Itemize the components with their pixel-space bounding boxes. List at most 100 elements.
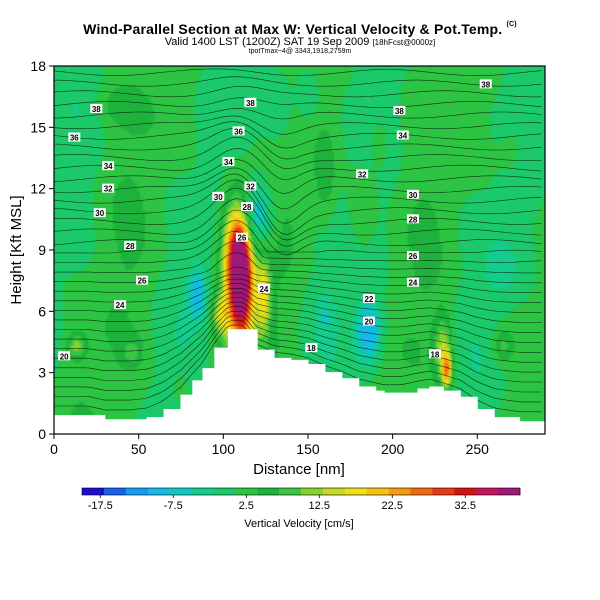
isentrope-line bbox=[54, 301, 542, 363]
colorbar-swatch bbox=[388, 488, 411, 495]
isentrope-line bbox=[54, 127, 542, 160]
isentrope-line bbox=[54, 240, 542, 274]
isentrope-line bbox=[54, 173, 542, 224]
isentrope-label-bg bbox=[393, 105, 406, 115]
colorbar-swatch bbox=[410, 488, 433, 495]
isentrope-label-text: 34 bbox=[104, 162, 113, 171]
isentrope-label: 38 bbox=[90, 103, 103, 114]
isentrope-label: 38 bbox=[244, 97, 257, 108]
isentrope-line bbox=[54, 220, 542, 254]
isentrope-label: 18 bbox=[428, 349, 441, 359]
isentrope-label-bg bbox=[222, 157, 235, 167]
isentrope-label-bg bbox=[68, 132, 81, 142]
isentrope-label: 22 bbox=[362, 294, 375, 304]
isentrope-label: 24 bbox=[406, 277, 419, 288]
isentrope-label: 20 bbox=[362, 316, 375, 327]
chart-info-line: tpotTmax~4@ 3343,1918,2759m bbox=[248, 48, 352, 55]
isentrope-label-text: 24 bbox=[259, 285, 268, 294]
colorbar-tick-label: -7.5 bbox=[164, 500, 183, 512]
isentrope-label-bg bbox=[90, 103, 103, 113]
isentrope-label: 30 bbox=[406, 189, 419, 200]
colorbar-swatch bbox=[301, 488, 324, 495]
isentrope-label: 26 bbox=[235, 232, 248, 243]
isentrope-label: 32 bbox=[356, 169, 369, 179]
isentrope-label: 34 bbox=[102, 161, 115, 171]
isentrope-label-text: 38 bbox=[92, 105, 101, 114]
y-tick-label: 0 bbox=[38, 426, 46, 442]
colorbar-swatch bbox=[257, 488, 280, 495]
isentrope-label: 30 bbox=[212, 191, 225, 202]
isentrope-line bbox=[54, 230, 542, 264]
isentrope-label-text: 26 bbox=[138, 277, 147, 286]
isentrope-label-text: 36 bbox=[70, 134, 79, 143]
isentrope-label-bg bbox=[406, 214, 419, 224]
isentrope-label: 34 bbox=[222, 157, 235, 167]
isentrope-line bbox=[54, 278, 542, 313]
y-tick-label: 3 bbox=[38, 365, 46, 381]
isentrope-label-text: 24 bbox=[408, 279, 417, 288]
isentrope-label: 28 bbox=[406, 214, 419, 224]
isentrope-label: 38 bbox=[393, 105, 406, 116]
chart-subtitle-text: Valid 1400 LST (1200Z) SAT 19 Sep 2009 bbox=[164, 36, 370, 48]
isentrope-label: 26 bbox=[406, 251, 419, 261]
isentrope-label-bg bbox=[58, 351, 71, 361]
isentrope-line bbox=[54, 179, 542, 235]
colorbar-swatch bbox=[235, 488, 258, 495]
isentrope-labels: 38 38 38 38 36 36 34 34 34 32 32 32 30 30 30 28 28 28 26 26… bbox=[58, 79, 492, 361]
x-tick-label: 0 bbox=[50, 441, 58, 457]
isentrope-line bbox=[54, 324, 542, 413]
isentrope-label: 38 bbox=[479, 79, 492, 89]
isentrope-label-bg bbox=[396, 130, 409, 140]
isentrope-label-text: 32 bbox=[246, 183, 255, 192]
isentrope-line bbox=[54, 252, 542, 284]
isentrope-label-text: 26 bbox=[408, 252, 417, 261]
isentrope-label-bg bbox=[241, 202, 254, 212]
isentrope-label-text: 24 bbox=[116, 301, 125, 310]
isentrope-label-bg bbox=[124, 240, 137, 250]
colorbar-swatch bbox=[125, 488, 149, 495]
isentrope-label-text: 34 bbox=[224, 158, 233, 167]
isentrope-line bbox=[54, 76, 542, 87]
colorbar-swatch bbox=[344, 488, 368, 495]
isentrope-line bbox=[54, 288, 542, 333]
y-tick-label: 12 bbox=[30, 181, 46, 197]
x-axis: 0 50 100 150 200 250 bbox=[50, 434, 489, 457]
colorbar-swatch bbox=[454, 488, 477, 495]
isentrope-label-text: 22 bbox=[364, 295, 373, 304]
isentrope-label-bg bbox=[244, 97, 257, 107]
chart-title-mark: (C) bbox=[506, 21, 517, 28]
isentrope-label-text: 28 bbox=[126, 242, 135, 251]
chart-title: Wind-Parallel Section at Max W: Vertical… bbox=[0, 21, 600, 37]
isentrope-line bbox=[54, 167, 542, 210]
isentrope-label: 36 bbox=[68, 132, 81, 143]
isentrope-label-bg bbox=[136, 275, 149, 285]
isentrope-line bbox=[54, 148, 542, 180]
isentrope-label-bg bbox=[362, 294, 375, 304]
isentrope-label-text: 18 bbox=[430, 350, 439, 359]
colorbar-swatch bbox=[279, 488, 302, 495]
x-tick-label: 200 bbox=[381, 441, 405, 457]
colorbar-swatch bbox=[322, 488, 346, 495]
colorbar-swatch bbox=[476, 488, 499, 495]
isentrope-line bbox=[54, 320, 542, 403]
colorbar-tick-label: 22.5 bbox=[382, 500, 403, 512]
colorbar-tick-label: 12.5 bbox=[309, 500, 330, 512]
isentrope-label-bg bbox=[479, 79, 492, 89]
isentrope-label-text: 38 bbox=[395, 107, 404, 116]
isentrope-label-text: 36 bbox=[234, 127, 243, 136]
x-tick-label: 100 bbox=[212, 441, 236, 457]
colorbar-swatch bbox=[191, 488, 214, 495]
y-tick-label: 9 bbox=[38, 242, 46, 258]
isentrope-label-text: 20 bbox=[60, 352, 69, 361]
isentrope-label-bg bbox=[362, 316, 375, 326]
colorbar-frame bbox=[81, 487, 521, 496]
isentrope-label-text: 38 bbox=[246, 99, 255, 108]
isentrope-label: 32 bbox=[102, 183, 115, 194]
x-axis-label: Distance [nm] bbox=[253, 461, 345, 478]
isentrope-line bbox=[54, 297, 542, 353]
isentrope-label-bg bbox=[114, 300, 127, 310]
colorbar-label: Vertical Velocity [cm/s] bbox=[244, 518, 353, 530]
isentrope-label-bg bbox=[102, 161, 115, 171]
isentrope-label-bg bbox=[406, 277, 419, 287]
